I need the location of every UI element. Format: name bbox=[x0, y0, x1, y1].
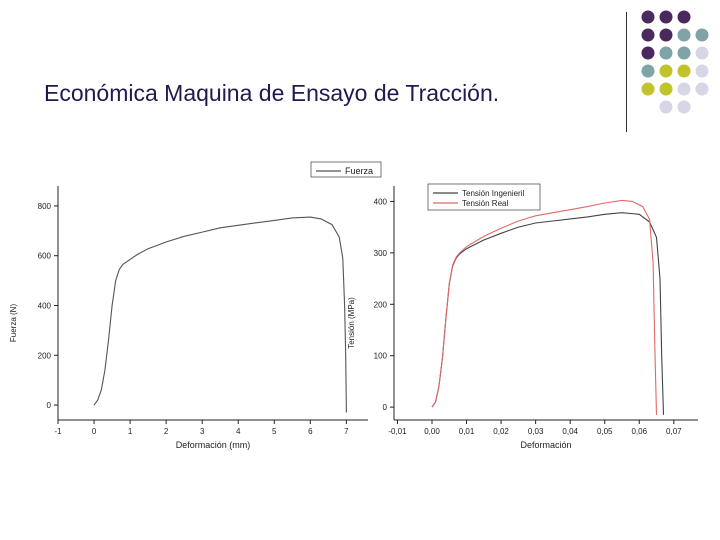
decorative-dot bbox=[677, 100, 691, 114]
y-tick-label: 400 bbox=[38, 301, 52, 310]
x-tick-label: 4 bbox=[236, 427, 241, 436]
y-axis-label: Tensión (MPa) bbox=[347, 297, 356, 349]
legend-box bbox=[427, 183, 541, 211]
decorative-dot bbox=[695, 82, 709, 96]
series-line-1 bbox=[431, 212, 665, 415]
decorative-dot bbox=[641, 82, 655, 96]
y-tick-label: 400 bbox=[374, 197, 388, 206]
x-tick-label: 5 bbox=[272, 427, 277, 436]
legend-label-1: Fuerza bbox=[345, 166, 373, 176]
decorative-dot bbox=[659, 10, 673, 24]
decorative-dot bbox=[659, 28, 673, 42]
x-tick-label: -1 bbox=[54, 427, 62, 436]
legend-box bbox=[310, 161, 382, 178]
decorative-dot-grid bbox=[641, 10, 709, 114]
legend-label-1: Tensión Ingenieril bbox=[462, 189, 524, 198]
decorative-dot bbox=[677, 64, 691, 78]
x-tick-label: 0,07 bbox=[666, 427, 682, 436]
y-tick-label: 100 bbox=[374, 352, 388, 361]
y-tick-label: 200 bbox=[374, 300, 388, 309]
decorative-dot bbox=[641, 10, 655, 24]
x-tick-label: 7 bbox=[344, 427, 349, 436]
decorative-dot bbox=[659, 46, 673, 60]
series-line-1 bbox=[93, 216, 347, 413]
decorative-dot bbox=[659, 64, 673, 78]
x-tick-label: 0,05 bbox=[597, 427, 613, 436]
decorative-dot bbox=[677, 28, 691, 42]
decorative-dot bbox=[659, 100, 673, 114]
x-tick-label: 0,01 bbox=[459, 427, 475, 436]
y-axis-label: Fuerza (N) bbox=[9, 304, 18, 343]
decorative-dot bbox=[641, 46, 655, 60]
y-tick-label: 600 bbox=[38, 252, 52, 261]
series-line-2 bbox=[431, 199, 658, 415]
y-tick-label: 800 bbox=[38, 202, 52, 211]
decorative-dot bbox=[641, 64, 655, 78]
y-tick-label: 0 bbox=[383, 403, 388, 412]
force-deformation-chart: -1 0 1 2 3 4 5 6 7 0 200 400 600 800 Deformación (mm) F… bbox=[9, 161, 382, 450]
x-tick-label: 0 bbox=[92, 427, 97, 436]
x-tick-label: 0,06 bbox=[631, 427, 647, 436]
stress-strain-chart: -0,01 0,00 0,01 0,02 0,03 0,04 0,05 0,06 0,07 0 10… bbox=[347, 183, 698, 450]
x-axis-label: Deformación bbox=[520, 440, 571, 450]
y-tick-label: 300 bbox=[374, 249, 388, 258]
slide-title: Económica Maquina de Ensayo de Tracción. bbox=[44, 80, 500, 106]
x-axis-label: Deformación (mm) bbox=[176, 440, 251, 450]
decorative-dot bbox=[659, 82, 673, 96]
decorative-dot bbox=[677, 82, 691, 96]
decorative-dot bbox=[677, 10, 691, 24]
x-tick-label: 0,02 bbox=[493, 427, 509, 436]
x-tick-label: -0,01 bbox=[388, 427, 407, 436]
title-divider bbox=[626, 12, 627, 132]
x-tick-label: 0,00 bbox=[424, 427, 440, 436]
y-tick-label: 0 bbox=[47, 401, 52, 410]
x-tick-label: 6 bbox=[308, 427, 313, 436]
y-tick-label: 200 bbox=[38, 351, 52, 360]
x-tick-label: 3 bbox=[200, 427, 205, 436]
decorative-dot bbox=[677, 46, 691, 60]
x-tick-label: 0,03 bbox=[528, 427, 544, 436]
decorative-dot bbox=[695, 46, 709, 60]
decorative-dot bbox=[695, 64, 709, 78]
legend-label-2: Tensión Real bbox=[462, 199, 508, 208]
x-tick-label: 1 bbox=[128, 427, 133, 436]
x-tick-label: 0,04 bbox=[562, 427, 578, 436]
decorative-dot bbox=[695, 28, 709, 42]
x-tick-label: 2 bbox=[164, 427, 169, 436]
decorative-dot bbox=[641, 28, 655, 42]
